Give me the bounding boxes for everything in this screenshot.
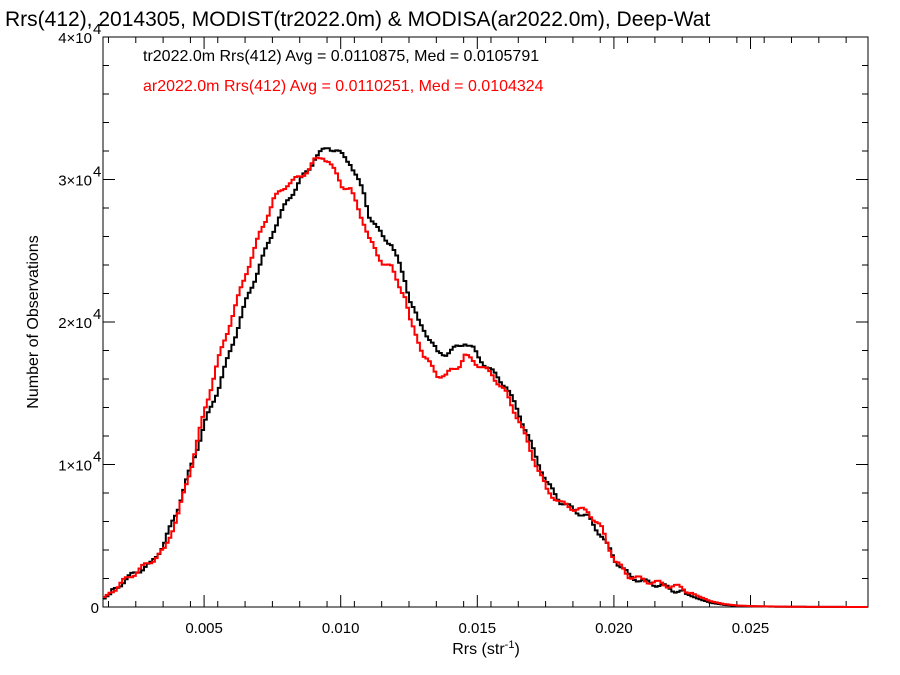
y-tick-label-exponent: 4 [93, 164, 101, 181]
y-tick-label: 3×10 [58, 173, 92, 190]
series-layer [103, 147, 868, 608]
y-tick-label-exponent: 4 [93, 306, 101, 323]
x-axis-tick-labels: 0.005 0.010 0.015 0.020 0.025 [185, 620, 769, 637]
plot-frame [102, 36, 869, 608]
legend-entry-tr2022: tr2022.0m Rrs(412) Avg = 0.0110875, Med … [143, 48, 539, 65]
legend-entry-ar2022: ar2022.0m Rrs(412) Avg = 0.0110251, Med … [143, 78, 544, 95]
y-tick-label-exponent: 4 [93, 449, 101, 466]
axis-ticks [103, 36, 868, 608]
series-line-tr20220m [103, 147, 868, 608]
x-tick-label: 0.020 [595, 620, 633, 637]
x-tick-label: 0.010 [322, 620, 360, 637]
y-tick-label: 4×10 [58, 30, 92, 47]
y-tick-label: 1×10 [58, 458, 92, 475]
series-line-ar20220m [103, 156, 868, 608]
y-tick-label: 2×10 [58, 315, 92, 332]
x-tick-label: 0.015 [459, 620, 497, 637]
x-tick-label: 0.025 [732, 620, 770, 637]
y-axis-label: Number of Observations [25, 235, 42, 408]
y-tick-label-exponent: 4 [93, 21, 101, 38]
chart-title: Rrs(412), 2014305, MODIST(tr2022.0m) & M… [5, 8, 710, 31]
plot-area [102, 36, 869, 608]
x-axis-label: Rrs (str-1) [452, 639, 520, 658]
y-tick-label: 0 [91, 600, 99, 617]
x-tick-label: 0.005 [185, 620, 223, 637]
